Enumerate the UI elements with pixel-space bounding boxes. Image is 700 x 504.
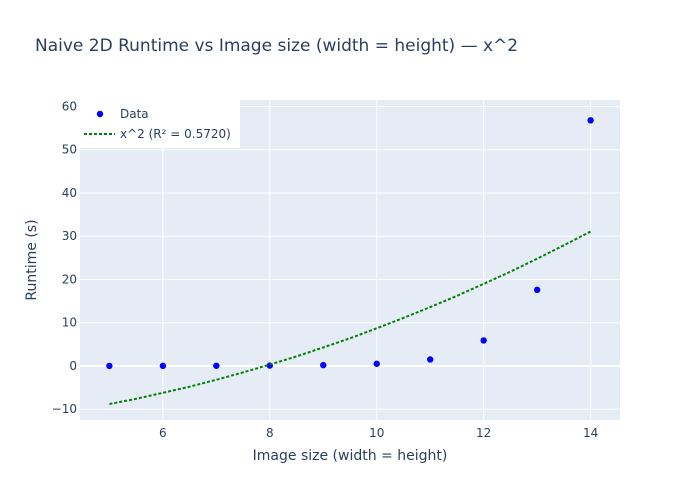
chart-title: Naive 2D Runtime vs Image size (width = … [35,36,518,56]
y-tick-labels: −10 0 10 20 30 40 50 60 [52,99,77,416]
legend-background [80,100,240,148]
y-axis-title: Runtime (s) [24,219,40,300]
data-point [587,117,594,124]
x-tick-label: 14 [583,426,598,440]
legend-label-fit: x^2 (R² = 0.5720) [120,127,231,141]
data-point [106,362,113,370]
x-axis-title: Image size (width = height) [253,448,448,464]
y-tick-label: 60 [62,99,77,113]
y-tick-label: −10 [52,402,77,416]
x-tick-label: 10 [369,426,384,440]
fit-curve-line [109,230,592,405]
grid-lines [80,100,620,420]
y-tick-label: 0 [69,359,77,373]
y-tick-label: 40 [62,186,77,200]
legend: Data x^2 (R² = 0.5720) [80,100,240,148]
y-tick-label: 30 [62,229,77,243]
data-point [320,361,327,369]
data-point [159,362,167,370]
y-tick-label: 50 [62,143,77,157]
x-tick-labels: 6 8 10 12 14 [159,426,598,440]
y-tick-label: 10 [62,316,77,330]
data-point [533,286,541,294]
x-tick-label: 12 [476,426,491,440]
x-tick-label: 8 [266,426,274,440]
data-point [480,337,487,344]
data-point [426,356,434,363]
legend-label-data: Data [120,107,149,121]
series-layer [106,117,594,405]
legend-marker-data [96,110,104,118]
data-point [213,362,220,369]
data-point [373,360,380,367]
y-tick-label: 20 [62,272,77,286]
x-tick-label: 6 [159,426,167,440]
